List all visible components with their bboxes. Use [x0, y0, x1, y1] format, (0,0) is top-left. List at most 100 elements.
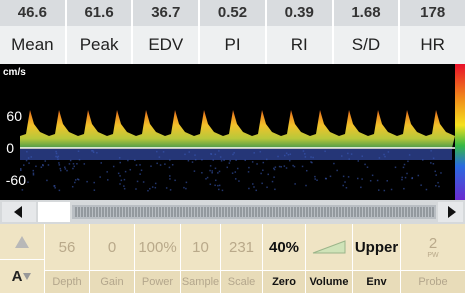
noise — [194, 170, 196, 172]
noise — [277, 156, 279, 158]
measurement-label: PI — [200, 26, 265, 64]
noise — [26, 160, 28, 162]
noise — [28, 157, 30, 159]
noise — [229, 160, 231, 162]
noise — [235, 178, 237, 180]
noise — [152, 186, 154, 188]
control[interactable]: Volume — [305, 224, 352, 293]
doppler-display: cm/s 60 0 -60 — [0, 64, 465, 200]
up-button[interactable] — [0, 224, 44, 259]
control-label: Scale — [221, 270, 262, 293]
noise — [48, 164, 50, 166]
scale-label: 60 — [6, 108, 22, 124]
noise — [218, 189, 220, 191]
noise — [159, 156, 161, 158]
measurement-value: 61.6 — [67, 0, 132, 26]
noise — [351, 153, 353, 155]
control[interactable]: 231 Scale — [220, 224, 262, 293]
noise — [386, 180, 388, 182]
noise — [437, 182, 439, 184]
control-label: Zero — [263, 270, 305, 293]
noise — [72, 186, 74, 188]
measurement-value: 178 — [400, 0, 465, 26]
noise — [343, 176, 345, 178]
noise — [244, 160, 246, 162]
control-value: 10 — [181, 224, 220, 270]
noise — [435, 185, 437, 187]
noise — [183, 187, 185, 189]
noise — [163, 151, 165, 153]
noise — [358, 160, 360, 162]
measurement-value: 0.52 — [200, 0, 265, 26]
noise — [403, 167, 405, 169]
noise — [188, 160, 190, 162]
noise — [58, 156, 60, 158]
color-bar — [455, 64, 465, 200]
noise — [172, 164, 174, 166]
noise — [119, 175, 121, 177]
noise — [372, 175, 374, 177]
noise — [210, 165, 212, 167]
noise — [215, 168, 217, 170]
noise — [31, 156, 33, 158]
noise — [275, 166, 277, 168]
control-value-text: 231 — [229, 239, 254, 256]
scroll-thumb[interactable] — [38, 202, 70, 222]
noise — [252, 183, 254, 185]
noise — [192, 161, 194, 163]
noise — [235, 171, 237, 173]
noise — [72, 168, 74, 170]
noise — [406, 173, 408, 175]
noise — [205, 178, 207, 180]
noise — [169, 167, 171, 169]
noise — [294, 166, 296, 168]
noise — [170, 189, 172, 191]
noise — [33, 170, 35, 172]
noise — [139, 164, 141, 166]
noise — [59, 190, 61, 192]
noise — [123, 185, 125, 187]
noise — [215, 180, 217, 182]
noise — [155, 183, 157, 185]
noise — [41, 166, 43, 168]
control[interactable]: 100%Power — [134, 224, 180, 293]
noise — [364, 164, 366, 166]
noise — [93, 151, 95, 153]
noise — [221, 160, 223, 162]
noise — [222, 190, 224, 192]
noise — [20, 169, 22, 171]
down-arrow — [23, 273, 31, 280]
noise — [106, 171, 108, 173]
measurement-label: RI — [267, 26, 332, 64]
noise — [288, 154, 290, 156]
noise — [235, 159, 237, 161]
noise — [124, 179, 126, 181]
noise — [303, 150, 305, 152]
noise — [305, 156, 307, 158]
noise — [253, 152, 255, 154]
noise — [211, 153, 213, 155]
noise — [201, 159, 203, 161]
noise — [54, 187, 56, 189]
noise — [292, 165, 294, 167]
noise — [284, 155, 286, 157]
noise — [311, 162, 313, 164]
noise — [377, 180, 379, 182]
noise — [266, 159, 268, 161]
font-button[interactable]: A — [0, 259, 44, 293]
noise — [310, 156, 312, 158]
noise — [420, 184, 422, 186]
noise — [35, 166, 37, 168]
control[interactable]: 40%Zero — [262, 224, 305, 293]
noise — [330, 176, 332, 178]
noise — [53, 185, 55, 187]
noise — [209, 170, 211, 172]
doppler-screen: 46.6Mean61.6Peak36.7EDV0.52PI0.39RI1.68S… — [0, 0, 465, 293]
noise — [430, 150, 432, 152]
noise — [252, 161, 254, 163]
